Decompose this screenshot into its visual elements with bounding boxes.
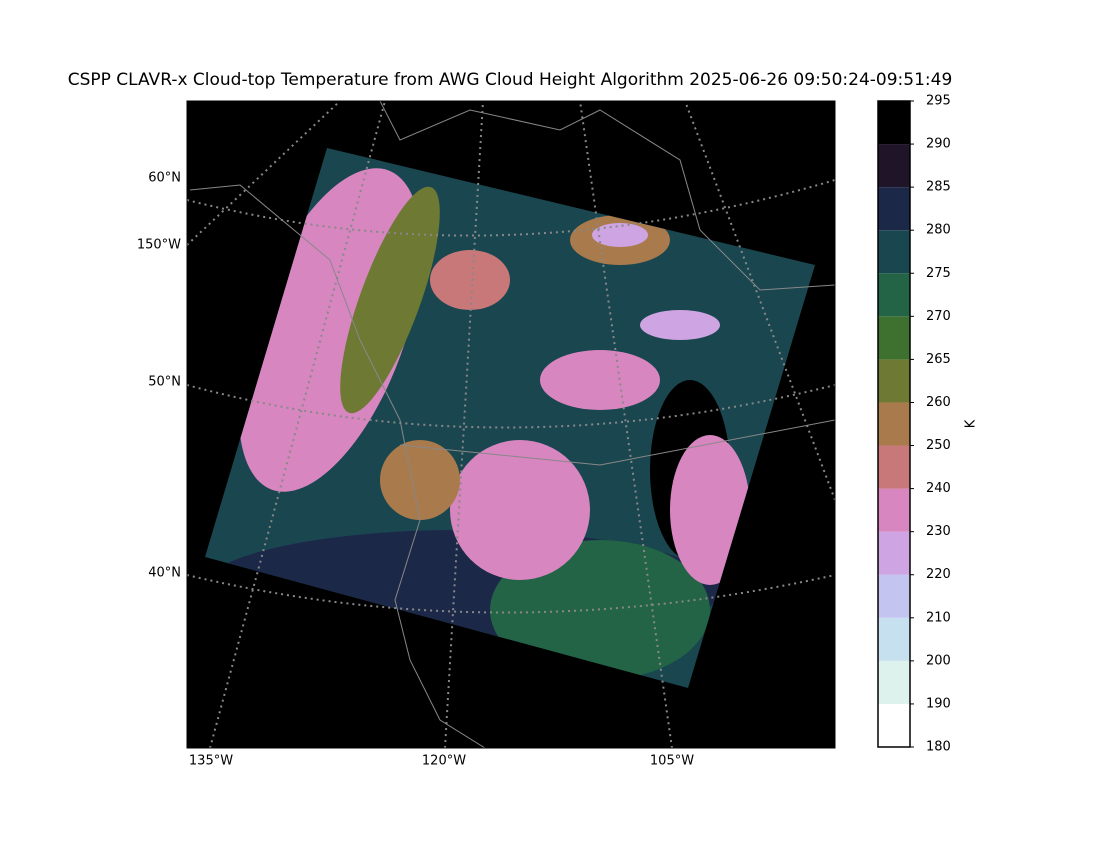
colorbar-tick-label: 275 [926,266,951,281]
colorbar-segment [878,187,910,231]
lon-label: 105°W [650,754,694,769]
colorbar-segment [878,359,910,403]
colorbar-tick-label: 210 [926,610,951,625]
colorbar-tick-label: 250 [926,438,951,453]
colorbar-tick-label: 190 [926,696,951,711]
colorbar-segment [878,660,910,704]
colorbar-frame [877,100,911,748]
colorbar-tick-label: 260 [926,395,951,410]
lon-label: 150°W [137,238,181,253]
lon-label: 120°W [422,754,466,769]
colorbar-label: K [964,419,979,428]
colorbar-segment [878,101,910,145]
colorbar-tick-label: 240 [926,481,951,496]
colorbar-tick-label: 290 [926,137,951,152]
colorbar-tick-label: 265 [926,352,951,367]
coastlines [189,101,835,748]
colorbar-tick-label: 230 [926,524,951,539]
colorbar-segment [878,488,910,532]
lat-label: 60°N [148,171,181,186]
lat-label: 40°N [148,566,181,581]
colorbar-segment [878,445,910,489]
colorbar-segment [878,144,910,188]
lon-label: 135°W [189,754,233,769]
colorbar-tick-label: 200 [926,653,951,668]
colorbar-segment [878,230,910,274]
colorbar-segment [878,402,910,446]
map-frame [186,100,836,749]
lat-label: 50°N [148,375,181,390]
colorbar-segment [878,703,910,747]
title: CSPP CLAVR-x Cloud-top Temperature from … [68,70,953,90]
colorbar-tick-label: 180 [926,740,951,755]
colorbar-tick-label: 220 [926,567,951,582]
colorbar-segment [878,531,910,575]
colorbar-segment [878,273,910,317]
colorbar-segment [878,316,910,360]
colorbar-tick-label: 295 [926,94,951,109]
colorbar-segment [878,574,910,618]
colorbar-tick-label: 285 [926,180,951,195]
graticule [187,101,835,748]
colorbar-segment [878,617,910,661]
colorbar-tick-label: 280 [926,223,951,238]
colorbar-tick-label: 270 [926,309,951,324]
